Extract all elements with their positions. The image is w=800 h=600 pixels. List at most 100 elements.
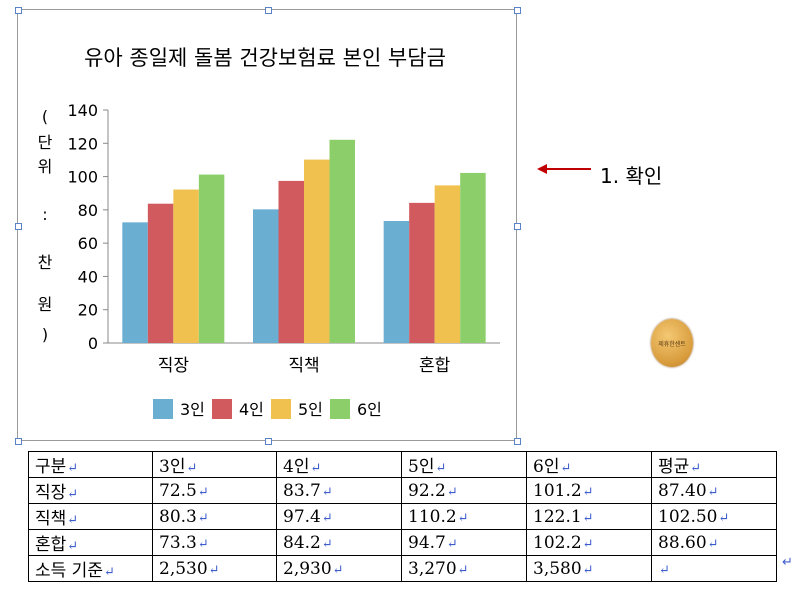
cell-text: 84.2 [283,532,321,553]
paragraph-mark-icon: ↵ [197,536,209,552]
table-cell: 92.2↵ [401,477,527,504]
paragraph-mark-icon: ↵ [208,562,220,578]
y-axis-label-char: 단 [38,133,53,152]
cell-text: 2,930 [283,558,332,579]
table-cell: 3,270↵ [401,555,527,582]
y-axis-label-char: ( [42,107,48,126]
table-cell: 직장↵ [28,477,153,504]
chart-title: 유아 종일제 돌봄 건강보험료 본인 부담금 [84,46,446,70]
cell-text: 87.40 [658,480,707,501]
table-cell: 102.2↵ [526,529,652,556]
paragraph-mark-icon: ↵ [197,510,209,526]
table-cell: 87.40↵ [651,477,777,504]
table-row: 혼합↵ 73.3↵ 84.2↵ 94.7↵ 102.2↵ 88.60↵ [28,529,777,556]
cell-text: 6인 [533,457,560,477]
table-row: 직책↵ 80.3↵ 97.4↵ 110.2↵ 122.1↵ 102.50↵ [28,503,777,530]
cell-text: 122.1 [533,506,582,527]
paragraph-mark-icon: ↵ [67,487,79,502]
table-cell: 83.7↵ [276,477,402,504]
table-cell: 97.4↵ [276,503,402,530]
resize-handle-bottom-right[interactable] [514,438,521,445]
annotation-label: 1. 확인 [600,164,663,188]
bar-직책-5인 [304,159,330,343]
paragraph-mark-icon: ↵ [582,484,594,500]
chart-frame[interactable]: 유아 종일제 돌봄 건강보험료 본인 부담금 0 20 40 60 80 100 120 140… [17,9,517,441]
paragraph-mark-icon: ↵ [782,555,793,570]
cell-text: 72.5 [159,480,197,501]
table-cell: 80.3↵ [152,503,277,530]
cell-text: 73.3 [159,532,197,553]
y-axis-label-char: 찬 [38,253,53,272]
resize-handle-top-right[interactable] [514,7,521,14]
paragraph-mark-icon: ↵ [582,510,594,526]
bar-직장-4인 [147,203,174,343]
bar-직책-4인 [278,180,304,343]
resize-handle-middle-left[interactable] [15,223,22,230]
paragraph-mark-icon: ↵ [707,484,719,500]
table-cell: 혼합↵ [28,529,153,556]
cell-text: 2,530 [159,558,208,579]
cell-text: 110.2 [408,506,457,527]
resize-handle-top-left[interactable] [15,7,22,14]
table-cell: 3,580↵ [526,555,652,582]
x-category-label: 직책 [288,356,319,376]
table-cell: 88.60↵ [651,529,777,556]
table-cell: 소득 기준↵ [28,555,153,582]
cell-text: 직책 [35,509,67,529]
paragraph-mark-icon: ↵ [197,484,209,500]
y-tick-label: 80 [78,201,98,220]
legend-swatch [212,399,232,419]
paragraph-mark-icon: ↵ [67,539,79,554]
paragraph-mark-icon: ↵ [310,461,322,476]
cell-text: 구분 [35,457,67,477]
resize-handle-middle-right[interactable] [514,223,521,230]
cell-text: 97.4 [283,506,321,527]
paragraph-mark-icon: ↵ [103,565,115,580]
cell-text: 92.2 [408,480,446,501]
legend-label: 5인 [298,400,323,419]
resize-handle-bottom-middle[interactable] [265,438,272,445]
table-cell: 3인↵ [152,451,277,478]
cell-text: 4인 [283,457,310,477]
bar-직책-3인 [253,209,279,343]
table-row: 직장↵ 72.5↵ 83.7↵ 92.2↵ 101.2↵ 87.40↵ [28,477,777,504]
paragraph-mark-icon: ↵ [457,562,469,578]
table-header-row: 구분↵ 3인↵ 4인↵ 5인↵ 6인↵ 평균↵ [28,451,777,478]
paragraph-mark-icon: ↵ [718,510,730,526]
table-cell: 84.2↵ [276,529,402,556]
bar-혼합-5인 [434,185,461,343]
y-tick-label: 140 [67,101,98,120]
x-category-label: 직장 [158,356,190,376]
paragraph-mark-icon: ↵ [67,461,79,476]
table-row: 소득 기준↵ 2,530↵ 2,930↵ 3,270↵ 3,580↵ ↵ [28,555,777,582]
legend-label: 4인 [239,400,264,419]
table-cell: 94.7↵ [401,529,527,556]
legend-swatch [330,399,350,419]
bar-직장-3인 [122,222,148,343]
resize-handle-top-middle[interactable] [265,7,272,14]
paragraph-mark-icon: ↵ [67,513,79,528]
paragraph-mark-icon: ↵ [582,562,594,578]
cell-text: 5인 [408,457,435,477]
cell-text: 혼합 [35,535,67,555]
cell-text: 3,270 [408,558,457,579]
table-cell: 4인↵ [276,451,402,478]
table-cell: ↵ [651,555,777,582]
bar-혼합-6인 [460,172,486,343]
seal-stamp-icon: 제휴한센트 [651,319,693,367]
y-tick-label: 100 [67,168,98,187]
cell-text: 94.7 [408,532,446,553]
cell-text: 3,580 [533,558,582,579]
paragraph-mark-icon: ↵ [560,461,572,476]
table-cell: 5인↵ [401,451,527,478]
paragraph-mark-icon: ↵ [321,484,333,500]
bar-직장-6인 [198,174,225,343]
paragraph-mark-icon: ↵ [457,510,469,526]
cell-text: 3인 [159,457,186,477]
y-tick-label: 20 [78,301,98,320]
paragraph-mark-icon: ↵ [707,536,719,552]
cell-text: 101.2 [533,480,582,501]
resize-handle-bottom-left[interactable] [15,438,22,445]
y-axis-label-char: 위 [38,157,53,176]
table-cell: 6인↵ [526,451,652,478]
